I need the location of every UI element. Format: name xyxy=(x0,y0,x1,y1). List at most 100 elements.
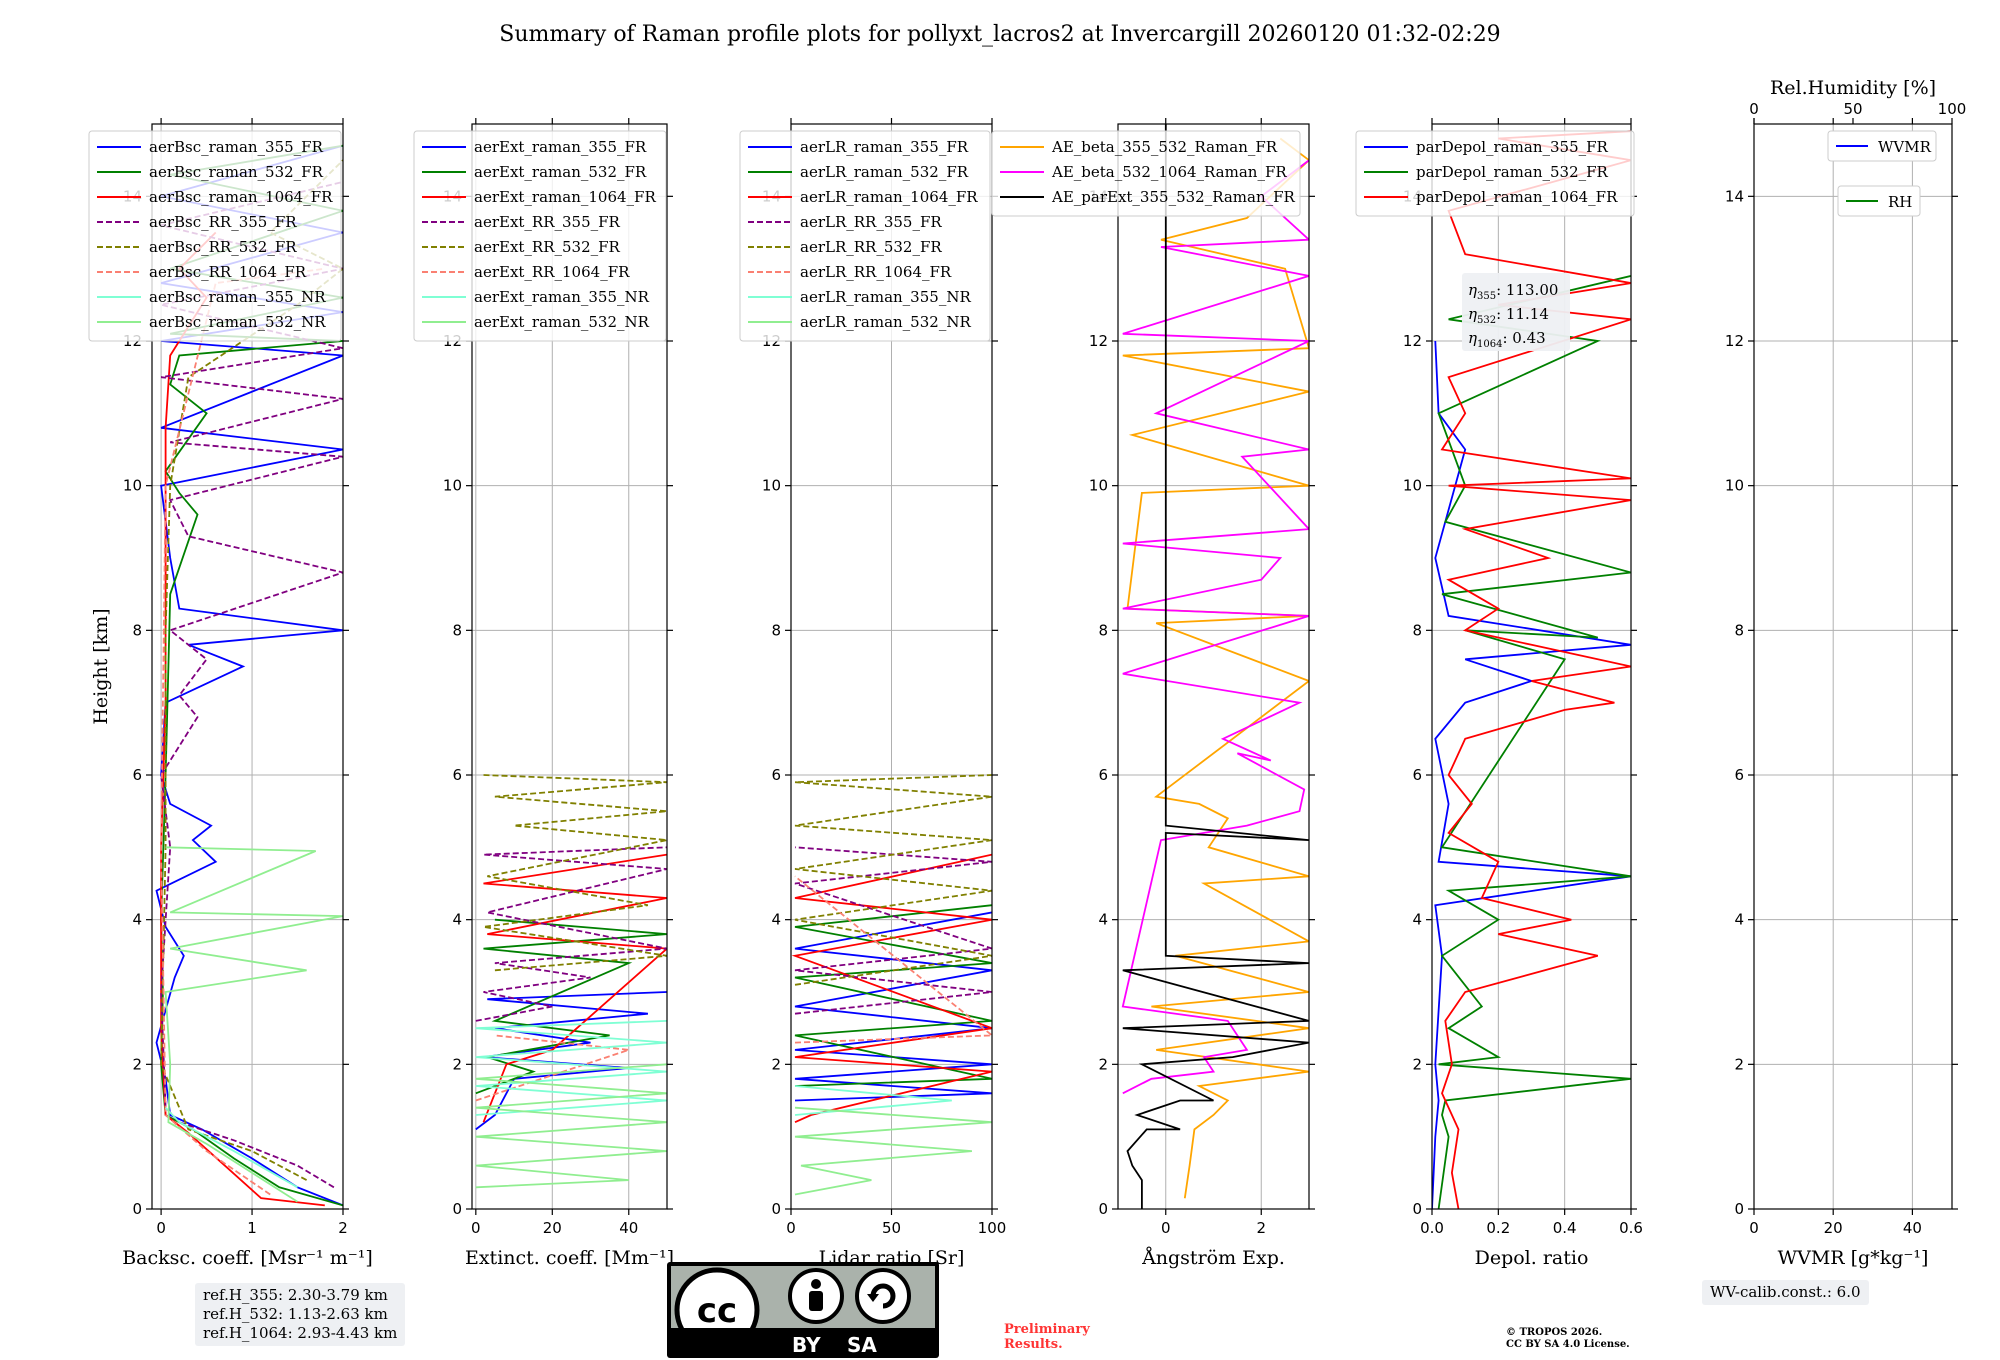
series-line xyxy=(483,774,667,972)
x-tick-label: 1 xyxy=(247,1219,257,1237)
x-tick-label: 2 xyxy=(338,1219,348,1237)
legend-label: aerExt_raman_532_NR xyxy=(474,313,650,331)
legend-label: aerBsc_RR_1064_FR xyxy=(149,263,307,281)
cc-by-label: BY xyxy=(792,1333,821,1357)
legend-label: parDepol_raman_355_FR xyxy=(1416,138,1609,156)
wv-calibration-box: WV-calib.const.: 6.0 xyxy=(1702,1280,1869,1305)
eta-line: η532: 11.14 xyxy=(1468,305,1549,326)
copyright-note: © TROPOS 2026. CC BY SA 4.0 License. xyxy=(1506,1327,1630,1351)
top-x-axis-label: Rel.Humidity [%] xyxy=(1770,77,1936,99)
legend-label: parDepol_raman_532_FR xyxy=(1416,163,1609,181)
legend-label: aerBsc_RR_355_FR xyxy=(149,213,297,231)
share-alike-arc xyxy=(870,1283,896,1309)
y-tick-label: 0 xyxy=(771,1200,781,1218)
y-axis-label: Height [km] xyxy=(90,608,112,724)
series-line xyxy=(794,1106,992,1196)
y-tick-label: 10 xyxy=(762,477,781,495)
figure-title: Summary of Raman profile plots for polly… xyxy=(499,22,1501,47)
x-tick-label: 0.4 xyxy=(1553,1219,1577,1237)
y-tick-label: 6 xyxy=(771,766,781,784)
y-tick-label: 4 xyxy=(1098,911,1108,929)
series-line xyxy=(164,1107,298,1189)
panel-wvmr: 0 20 40 0 2 4 6 8 10 12 14 WVMR [g*kg⁻¹] 0 50 100Rel.H… xyxy=(1725,77,1966,1269)
x-axis-label: Extinct. coeff. [Mm⁻¹] xyxy=(465,1247,674,1269)
x-tick-label: 2 xyxy=(1256,1219,1266,1237)
y-tick-label: 6 xyxy=(1412,766,1422,784)
legend-backscatter: aerBsc_raman_355_FR aerBsc_raman_532_FRae… xyxy=(88,130,342,342)
x-tick-label: 0 xyxy=(1161,1219,1171,1237)
x-axis-label: WVMR [g*kg⁻¹] xyxy=(1778,1247,1929,1269)
legend-label: aerLR_raman_355_FR xyxy=(800,138,969,156)
y-tick-label: 2 xyxy=(771,1055,781,1073)
series-line xyxy=(794,1085,952,1116)
cc-badge-bottom: BY SA xyxy=(667,1330,939,1358)
legend-label: aerLR_RR_355_FR xyxy=(800,213,942,231)
series-line xyxy=(475,1020,667,1116)
legend-label: aerExt_RR_532_FR xyxy=(474,238,621,256)
legend-box xyxy=(413,130,667,342)
series-line xyxy=(475,846,667,1022)
y-tick-label: 8 xyxy=(1098,621,1108,639)
preliminary-line-1: Preliminary xyxy=(1004,1322,1090,1337)
y-tick-label: 4 xyxy=(1734,911,1744,929)
y-tick-label: 6 xyxy=(132,766,142,784)
y-tick-label: 0 xyxy=(1734,1200,1744,1218)
top-x-tick-label: 0 xyxy=(1749,100,1759,118)
legend-label: aerLR_raman_532_FR xyxy=(800,163,969,181)
legend-label: aerLR_RR_1064_FR xyxy=(800,263,952,281)
legend-label: aerLR_raman_1064_FR xyxy=(800,188,978,206)
x-tick-label: 0.0 xyxy=(1420,1219,1444,1237)
axes-frame xyxy=(1117,123,1310,1210)
y-tick-label: 6 xyxy=(1734,766,1744,784)
y-tick-label: 10 xyxy=(123,477,142,495)
series-line xyxy=(1432,340,1631,1209)
series-group xyxy=(791,774,992,1196)
y-tick-label: 8 xyxy=(1734,621,1744,639)
series-line xyxy=(1437,275,1631,1209)
legend-label: aerExt_raman_355_NR xyxy=(474,288,650,306)
legend-lidarratio: aerLR_raman_355_FR aerLR_raman_532_FR aerL… xyxy=(739,130,991,342)
x-axis-label: Backsc. coeff. [Msr⁻¹ m⁻¹] xyxy=(122,1247,373,1269)
panel-extinction: 0204002468101214Extinct. coeff. [Mm⁻¹]ae… xyxy=(413,118,674,1269)
y-tick-label: 12 xyxy=(1089,332,1108,350)
legend-label: aerBsc_RR_532_FR xyxy=(149,238,297,256)
series-line xyxy=(794,904,992,1087)
x-tick-label: 20 xyxy=(1824,1219,1843,1237)
axes-frame xyxy=(1431,123,1632,1210)
y-tick-label: 4 xyxy=(1412,911,1422,929)
x-tick-label: 0 xyxy=(156,1219,166,1237)
legend-label: aerExt_RR_1064_FR xyxy=(474,263,630,281)
legend-label: aerExt_raman_355_FR xyxy=(474,138,647,156)
reference-height-box: ref.H_355: 2.30-3.79 km ref.H_532: 1.13-… xyxy=(195,1283,406,1346)
share-alike-arrow xyxy=(867,1294,879,1302)
x-tick-label: 0.6 xyxy=(1619,1219,1643,1237)
series-line xyxy=(794,774,992,986)
legend-label: aerLR_RR_532_FR xyxy=(800,238,942,256)
legend-wvmr-1: RH xyxy=(1837,185,1921,217)
y-tick-label: 8 xyxy=(132,621,142,639)
ref-height-1064: ref.H_1064: 2.93-4.43 km xyxy=(203,1324,398,1342)
legend-label: aerBsc_raman_1064_FR xyxy=(149,188,333,206)
y-tick-label: 2 xyxy=(132,1055,142,1073)
eta-box: η355: 113.00 η532: 11.14 η1064: 0.43 xyxy=(1462,273,1570,351)
axes-frame xyxy=(1753,123,1953,1210)
preliminary-note: Preliminary Results. xyxy=(1004,1322,1090,1352)
y-tick-label: 2 xyxy=(452,1055,462,1073)
x-tick-label: 20 xyxy=(543,1219,562,1237)
series-line xyxy=(1121,159,1309,1095)
legend-wvmr-0: WVMR xyxy=(1827,130,1937,162)
person-icon-body xyxy=(809,1291,823,1311)
top-x-tick-label: 100 xyxy=(1938,100,1967,118)
y-tick-label: 14 xyxy=(1725,187,1744,205)
legend-label: aerExt_raman_1064_FR xyxy=(474,188,656,206)
y-tick-label: 10 xyxy=(443,477,462,495)
x-tick-label: 100 xyxy=(978,1219,1007,1237)
legend-depol: parDepol_raman_355_FR parDepol_raman_532_… xyxy=(1355,130,1635,217)
y-tick-label: 12 xyxy=(1725,332,1744,350)
copyright-line-2: CC BY SA 4.0 License. xyxy=(1506,1339,1630,1350)
preliminary-line-2: Results. xyxy=(1004,1337,1063,1352)
x-tick-label: 40 xyxy=(1903,1219,1922,1237)
y-tick-label: 0 xyxy=(1098,1200,1108,1218)
cc-icons: cc xyxy=(674,1267,911,1353)
copyright-line-1: © TROPOS 2026. xyxy=(1506,1327,1603,1338)
